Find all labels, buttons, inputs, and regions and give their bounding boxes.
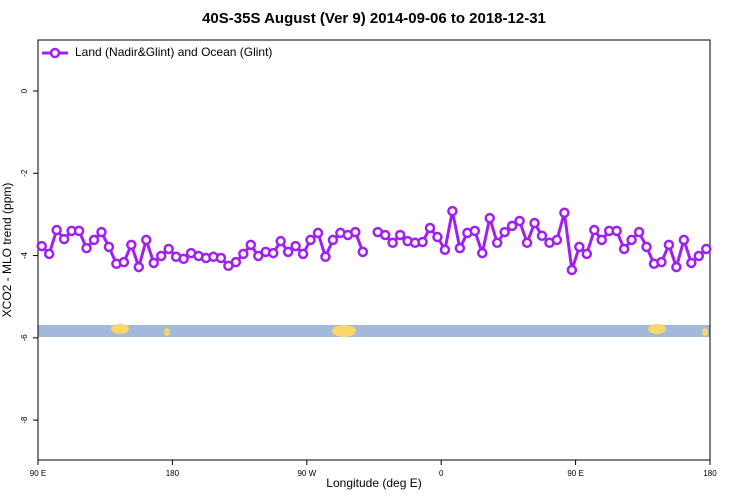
point (215, 252, 227, 264)
point (432, 231, 443, 243)
point (663, 239, 675, 251)
point (43, 248, 55, 260)
chart-title: 40S-35S August (Ver 9) 2014-09-06 to 201… (202, 10, 546, 27)
point (447, 205, 458, 217)
x-tick-label: 90 W (297, 469, 316, 478)
point (484, 212, 495, 224)
y-axis-label: XCO2 - MLO trend (ppm) (0, 183, 14, 318)
point (51, 224, 62, 236)
point (297, 248, 309, 260)
point (574, 241, 585, 253)
point (267, 247, 279, 259)
point (477, 247, 488, 259)
point (671, 261, 682, 273)
point (559, 207, 570, 219)
point (178, 253, 189, 265)
x-tick-label: 90 E (30, 469, 46, 478)
point (155, 250, 167, 262)
point (148, 257, 159, 269)
y-tick-label: -8 (20, 416, 29, 424)
point (491, 237, 503, 249)
point (469, 225, 481, 237)
point (58, 233, 70, 245)
point (514, 215, 525, 227)
point (678, 234, 690, 246)
point (454, 242, 466, 254)
point (611, 225, 622, 237)
y-tick-label: -4 (20, 251, 29, 259)
point (439, 244, 451, 256)
point (506, 220, 518, 232)
point (282, 246, 294, 258)
x-tick-label: 90 E (567, 469, 583, 478)
map-strip (38, 324, 710, 337)
point (394, 229, 406, 241)
point (589, 224, 600, 236)
point (566, 264, 578, 276)
point (596, 234, 607, 246)
point (96, 226, 107, 238)
point (641, 241, 652, 253)
y-tick-label: -6 (20, 334, 29, 342)
point (521, 237, 533, 249)
point (305, 234, 316, 246)
y-tick-label: -2 (20, 169, 29, 177)
x-axis-label: Longitude (deg E) (326, 476, 421, 490)
point (379, 229, 391, 241)
point (581, 248, 593, 260)
x-tick-label: 180 (166, 469, 180, 478)
point (529, 217, 540, 229)
point (253, 250, 264, 262)
point (701, 243, 712, 255)
point (141, 234, 152, 246)
point (633, 226, 645, 238)
x-tick-label: 0 (439, 469, 444, 478)
point (387, 237, 398, 249)
point (126, 239, 137, 251)
point (245, 239, 257, 251)
point (417, 236, 428, 248)
point (350, 226, 361, 238)
point (693, 250, 705, 262)
point (320, 251, 331, 263)
point (163, 243, 174, 255)
point (357, 246, 369, 258)
point (118, 256, 130, 268)
point (618, 243, 630, 255)
point (499, 226, 510, 238)
point (103, 241, 115, 253)
x-tick-label: 180 (703, 469, 717, 478)
point (551, 234, 563, 246)
point (327, 234, 339, 246)
point (81, 242, 92, 254)
y-tick-label: 0 (20, 88, 29, 93)
plot-frame (37, 39, 711, 461)
point (133, 261, 145, 273)
point (36, 240, 47, 252)
legend-marker (49, 47, 61, 59)
point (536, 230, 548, 242)
point (238, 248, 249, 260)
point (626, 234, 637, 246)
point (230, 256, 242, 268)
point (275, 235, 286, 247)
point (686, 257, 697, 269)
legend-label: Land (Nadir&Glint) and Ocean (Glint) (75, 45, 272, 59)
point (312, 227, 324, 239)
point (290, 240, 301, 252)
point (424, 222, 436, 234)
point (88, 234, 100, 246)
point (656, 256, 667, 268)
point (73, 225, 85, 237)
